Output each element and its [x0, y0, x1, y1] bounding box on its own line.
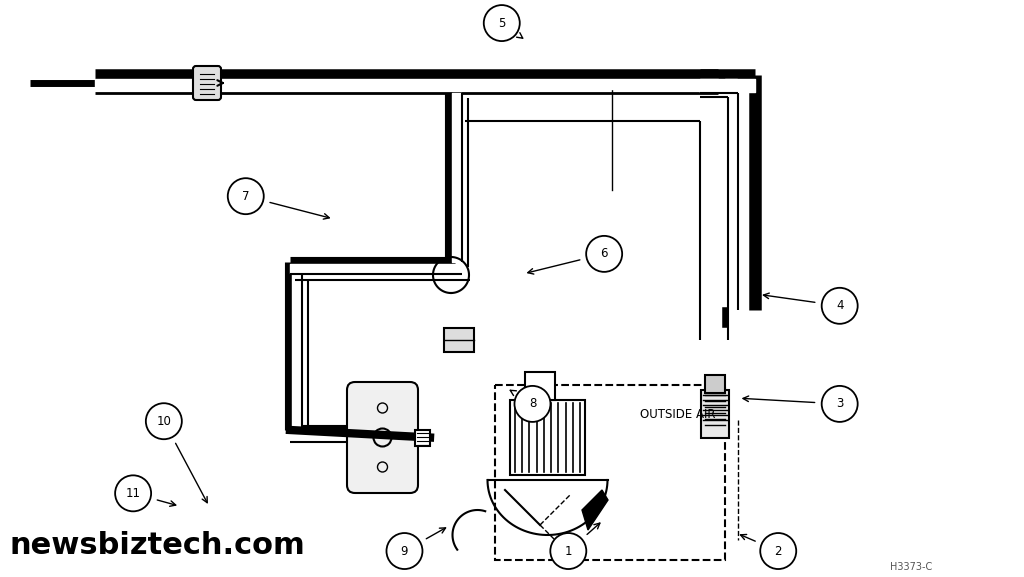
Bar: [415, 429, 430, 445]
Bar: [510, 400, 585, 475]
Text: 9: 9: [400, 545, 409, 557]
Polygon shape: [582, 490, 608, 530]
Bar: [444, 328, 474, 352]
Text: 5: 5: [498, 17, 506, 29]
Circle shape: [514, 386, 551, 422]
Text: newsbiztech.com: newsbiztech.com: [10, 531, 306, 560]
Text: 8: 8: [528, 398, 537, 410]
Text: 10: 10: [157, 415, 171, 428]
Bar: [495, 385, 725, 560]
Text: 4: 4: [836, 299, 844, 312]
Circle shape: [115, 475, 152, 511]
Text: 3: 3: [836, 398, 844, 410]
Bar: [705, 375, 725, 393]
Bar: [525, 372, 555, 400]
Text: 1: 1: [564, 545, 572, 557]
Text: 11: 11: [126, 487, 140, 500]
Bar: [701, 390, 729, 438]
FancyBboxPatch shape: [193, 66, 221, 100]
Text: OUTSIDE AIR: OUTSIDE AIR: [640, 409, 716, 422]
Circle shape: [550, 533, 587, 569]
Circle shape: [483, 5, 520, 41]
Text: 6: 6: [600, 248, 608, 260]
Text: 2: 2: [774, 545, 782, 557]
Circle shape: [586, 236, 623, 272]
Circle shape: [760, 533, 797, 569]
Circle shape: [386, 533, 423, 569]
Circle shape: [145, 403, 182, 439]
FancyBboxPatch shape: [347, 382, 418, 493]
Circle shape: [821, 288, 858, 324]
Circle shape: [227, 178, 264, 214]
Circle shape: [821, 386, 858, 422]
Text: 7: 7: [242, 190, 250, 203]
Text: H3373-C: H3373-C: [890, 562, 932, 572]
